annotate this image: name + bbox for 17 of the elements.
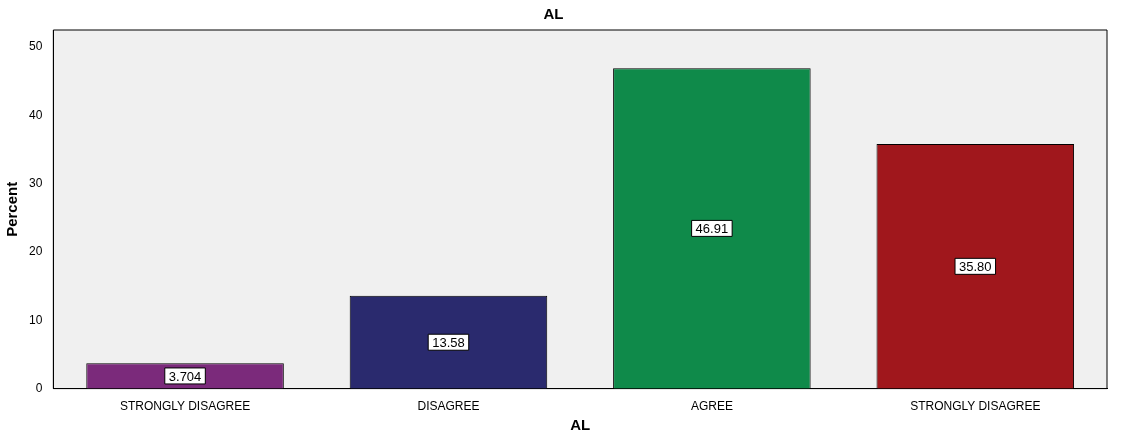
chart-title: AL <box>543 5 564 23</box>
y-tick-label: 10 <box>28 312 43 327</box>
y-tick-label: 40 <box>28 107 43 122</box>
data-label: 35.80 <box>959 258 992 274</box>
y-tick-label: 0 <box>35 380 43 395</box>
x-axis-title: AL <box>570 416 591 434</box>
y-tick-label: 30 <box>28 176 43 190</box>
x-tick-label: STRONGLY DISAGREE <box>910 399 1041 414</box>
y-axis-title: Percent <box>3 181 21 237</box>
y-tick-label: 50 <box>28 39 43 54</box>
data-label: 13.58 <box>432 334 465 350</box>
x-tick-label: AGREE <box>690 399 733 414</box>
data-label: 3.704 <box>168 368 202 384</box>
x-tick-label: DISAGREE <box>417 399 480 414</box>
y-tick-label: 20 <box>28 244 43 259</box>
data-label: 46.91 <box>695 220 729 236</box>
x-tick-label: STRONGLY DISAGREE <box>119 399 251 414</box>
